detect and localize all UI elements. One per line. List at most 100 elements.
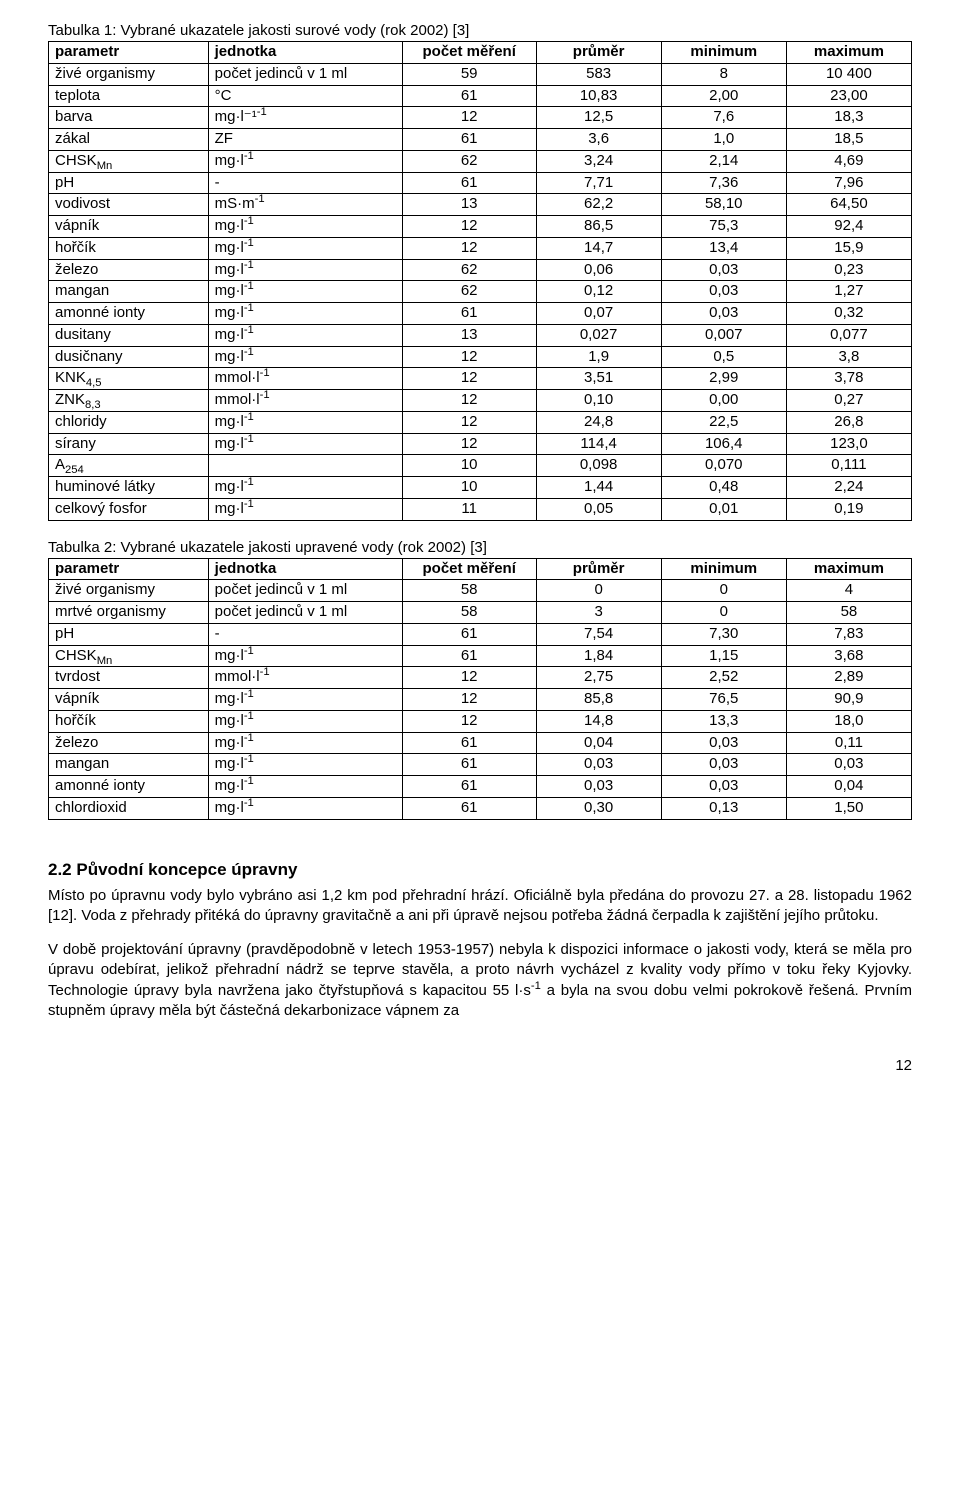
cell-n: 59 — [402, 63, 536, 85]
cell-max: 90,9 — [786, 689, 911, 711]
cell-param: mangan — [49, 754, 209, 776]
cell-n: 61 — [402, 303, 536, 325]
th-min: minimum — [661, 42, 786, 64]
cell-unit: mmol·l-1 — [208, 390, 402, 412]
cell-unit: počet jedinců v 1 ml — [208, 602, 402, 624]
cell-n: 61 — [402, 85, 536, 107]
th-param: parametr — [49, 42, 209, 64]
cell-param: pH — [49, 623, 209, 645]
table2-row: CHSKMnmg·l-1611,841,153,68 — [49, 645, 912, 667]
table1-row: pH-617,717,367,96 — [49, 172, 912, 194]
cell-unit: mg·l-1 — [208, 237, 402, 259]
cell-param: dusitany — [49, 324, 209, 346]
cell-min: 0,007 — [661, 324, 786, 346]
cell-n: 62 — [402, 150, 536, 172]
cell-avg: 1,84 — [536, 645, 661, 667]
table1-row: dusičnanymg·l-1121,90,53,8 — [49, 346, 912, 368]
page-number: 12 — [48, 1057, 912, 1074]
cell-avg: 14,7 — [536, 237, 661, 259]
cell-avg: 3,6 — [536, 129, 661, 151]
cell-max: 1,27 — [786, 281, 911, 303]
cell-param: tvrdost — [49, 667, 209, 689]
cell-n: 12 — [402, 411, 536, 433]
table2-row: hořčíkmg·l-11214,813,318,0 — [49, 710, 912, 732]
cell-avg: 2,75 — [536, 667, 661, 689]
cell-n: 12 — [402, 667, 536, 689]
cell-avg: 85,8 — [536, 689, 661, 711]
cell-avg: 0,12 — [536, 281, 661, 303]
cell-n: 11 — [402, 498, 536, 520]
cell-max: 0,11 — [786, 732, 911, 754]
cell-unit: mS·m-1 — [208, 194, 402, 216]
cell-param: vodivost — [49, 194, 209, 216]
cell-unit: °C — [208, 85, 402, 107]
cell-unit: mmol·l-1 — [208, 368, 402, 390]
table1-header-row: parametr jednotka počet měření průměr mi… — [49, 42, 912, 64]
cell-max: 10 400 — [786, 63, 911, 85]
cell-n: 61 — [402, 797, 536, 819]
cell-min: 0,070 — [661, 455, 786, 477]
cell-unit: mg·l-1 — [208, 645, 402, 667]
cell-max: 18,5 — [786, 129, 911, 151]
cell-min: 8 — [661, 63, 786, 85]
table2-caption: Tabulka 2: Vybrané ukazatele jakosti upr… — [48, 539, 912, 556]
table1-row: teplota°C6110,832,0023,00 — [49, 85, 912, 107]
cell-param: hořčík — [49, 237, 209, 259]
cell-min: 0,03 — [661, 732, 786, 754]
cell-min: 0,13 — [661, 797, 786, 819]
cell-unit: - — [208, 172, 402, 194]
table1: parametr jednotka počet měření průměr mi… — [48, 41, 912, 521]
cell-max: 18,0 — [786, 710, 911, 732]
cell-max: 58 — [786, 602, 911, 624]
cell-avg: 0,027 — [536, 324, 661, 346]
cell-avg: 12,5 — [536, 107, 661, 129]
cell-unit: mg·l-1 — [208, 732, 402, 754]
cell-n: 10 — [402, 477, 536, 499]
cell-max: 0,23 — [786, 259, 911, 281]
cell-unit: mg·l-1 — [208, 776, 402, 798]
cell-unit: mg·l-1 — [208, 754, 402, 776]
cell-avg: 1,44 — [536, 477, 661, 499]
cell-avg: 3,51 — [536, 368, 661, 390]
cell-n: 61 — [402, 776, 536, 798]
cell-param: chloridy — [49, 411, 209, 433]
table1-row: zákalZF613,61,018,5 — [49, 129, 912, 151]
cell-min: 0,5 — [661, 346, 786, 368]
cell-unit: mg·l-1 — [208, 433, 402, 455]
cell-unit: mmol·l-1 — [208, 667, 402, 689]
table2: parametr jednotka počet měření průměr mi… — [48, 558, 912, 820]
cell-min: 0 — [661, 602, 786, 624]
cell-unit: počet jedinců v 1 ml — [208, 580, 402, 602]
cell-unit: mg·l-1 — [208, 498, 402, 520]
table2-row: amonné iontymg·l-1610,030,030,04 — [49, 776, 912, 798]
cell-min: 0,03 — [661, 776, 786, 798]
cell-min: 0,01 — [661, 498, 786, 520]
table2-row: mrtvé organismypočet jedinců v 1 ml58305… — [49, 602, 912, 624]
cell-min: 0,03 — [661, 259, 786, 281]
table2-row: manganmg·l-1610,030,030,03 — [49, 754, 912, 776]
cell-avg: 7,54 — [536, 623, 661, 645]
th-param: parametr — [49, 558, 209, 580]
cell-min: 0,48 — [661, 477, 786, 499]
cell-n: 12 — [402, 710, 536, 732]
cell-param: pH — [49, 172, 209, 194]
th-min: minimum — [661, 558, 786, 580]
cell-param: železo — [49, 259, 209, 281]
cell-unit: mg·l-1 — [208, 411, 402, 433]
table2-row: živé organismypočet jedinců v 1 ml58004 — [49, 580, 912, 602]
table2-row: železomg·l-1610,040,030,11 — [49, 732, 912, 754]
cell-max: 2,24 — [786, 477, 911, 499]
cell-unit: mg·l-1 — [208, 216, 402, 238]
cell-avg: 0,10 — [536, 390, 661, 412]
cell-unit: mg·l-1 — [208, 259, 402, 281]
cell-avg: 1,9 — [536, 346, 661, 368]
cell-n: 12 — [402, 346, 536, 368]
cell-param: zákal — [49, 129, 209, 151]
cell-param: chlordioxid — [49, 797, 209, 819]
table1-row: vápníkmg·l-11286,575,392,4 — [49, 216, 912, 238]
cell-avg: 10,83 — [536, 85, 661, 107]
cell-min: 76,5 — [661, 689, 786, 711]
cell-avg: 0,30 — [536, 797, 661, 819]
cell-param: živé organismy — [49, 580, 209, 602]
cell-avg: 583 — [536, 63, 661, 85]
